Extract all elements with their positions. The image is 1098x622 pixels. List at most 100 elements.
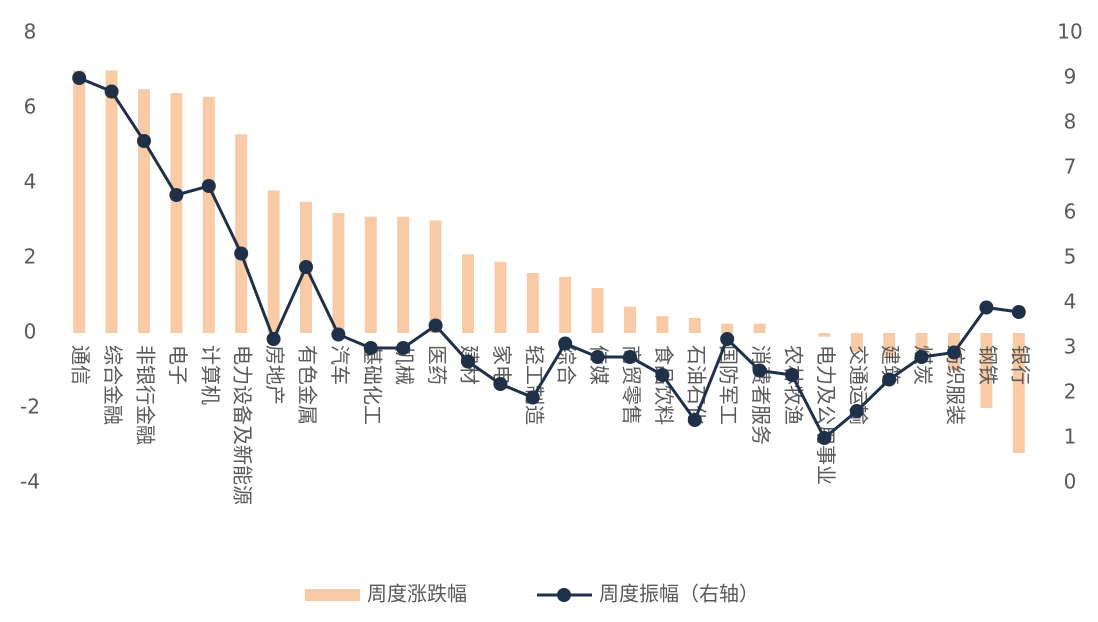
bar	[656, 316, 669, 333]
bar	[753, 323, 766, 333]
bar	[138, 89, 150, 333]
bar	[721, 323, 734, 333]
point	[655, 368, 670, 382]
bar	[202, 96, 215, 333]
line	[78, 76, 1020, 441]
point	[201, 179, 216, 193]
x-tick-label: 综合	[555, 345, 579, 385]
x-tick-label: 食品饮料	[652, 345, 676, 425]
point	[817, 431, 832, 445]
bar	[883, 333, 896, 356]
legend-swatch	[557, 588, 571, 602]
x-tick-label: 非银行金融	[134, 345, 158, 445]
bar	[1012, 333, 1025, 453]
x-tick-label: 医药	[425, 345, 449, 385]
bar	[332, 213, 345, 333]
bar	[980, 333, 993, 408]
bar	[688, 318, 701, 333]
x-tick-label: 综合金融	[101, 345, 125, 425]
y-tick-label: 8	[24, 20, 37, 44]
point	[461, 354, 475, 369]
y2-tick-label: 10	[1057, 20, 1082, 44]
bar	[170, 93, 183, 333]
bar	[267, 190, 280, 333]
y2-tick-label: 1	[1064, 425, 1077, 449]
y2-tick-label: 3	[1064, 335, 1077, 359]
point	[363, 341, 378, 355]
y-tick-label: -2	[20, 395, 40, 419]
x-tick-label: 汽车	[328, 345, 352, 385]
point	[1011, 305, 1026, 319]
point	[687, 413, 702, 427]
point	[947, 345, 961, 360]
x-tick-label: 计算机	[198, 345, 222, 405]
point	[720, 332, 735, 346]
bar	[235, 134, 248, 333]
y2-tick-label: 5	[1064, 245, 1077, 269]
point	[493, 377, 508, 391]
x-labels: 通信 综合金融 非银行金融 电子 计算机 电力设备及新能源 房地产 有色金属 汽车 基础化工 机械医…	[69, 345, 1033, 505]
x-tick-label: 有色金属	[296, 345, 320, 425]
point	[299, 260, 313, 274]
y-tick-label: 6	[24, 95, 37, 119]
point	[752, 363, 767, 378]
bar	[105, 70, 118, 333]
y2-tick-label: 0	[1064, 470, 1077, 494]
point	[137, 134, 151, 148]
point	[169, 188, 184, 202]
y-tick-label: -4	[20, 470, 40, 494]
point	[331, 327, 346, 342]
bar	[429, 220, 442, 333]
bar	[591, 288, 604, 333]
bar	[559, 276, 572, 333]
y-tick-label: 0	[24, 320, 37, 344]
x-tick-label: 电力及公用事业	[814, 345, 838, 485]
x-tick-label: 通信	[69, 345, 93, 385]
y2-tick-label: 4	[1064, 290, 1077, 314]
point	[914, 350, 929, 364]
bar	[462, 254, 474, 333]
y2-tick-label: 6	[1064, 200, 1077, 224]
point	[623, 350, 637, 364]
point	[525, 390, 540, 405]
point	[234, 246, 249, 261]
bar	[624, 306, 636, 333]
x-tick-label: 电力设备及新能源	[231, 345, 255, 505]
point	[104, 84, 119, 99]
x-tick-label: 银行	[1008, 345, 1032, 385]
point	[882, 372, 897, 387]
legend-label: 周度振幅（右轴）	[599, 582, 759, 606]
x-tick-label: 电子	[166, 345, 190, 385]
bar	[818, 333, 831, 337]
legend-label: 周度涨跌幅	[367, 582, 467, 606]
point	[428, 318, 443, 333]
x-tick-label: 钢铁	[976, 345, 1000, 385]
point	[558, 336, 573, 351]
point	[396, 341, 411, 355]
x-tick-label: 农林牧渔	[782, 345, 806, 425]
legend-swatch	[305, 589, 360, 601]
point	[849, 404, 864, 418]
y2-tick-label: 8	[1064, 110, 1077, 134]
bar	[850, 333, 863, 352]
point	[979, 300, 994, 315]
point	[266, 332, 281, 346]
y-tick-label: 2	[24, 245, 37, 269]
bar	[364, 216, 377, 333]
point	[785, 368, 799, 382]
point	[72, 71, 87, 85]
x-tick-label: 基础化工	[360, 345, 384, 425]
bar	[73, 70, 86, 333]
bar	[526, 273, 539, 333]
y2-tick-label: 7	[1064, 155, 1077, 179]
y2-tick-label: 9	[1064, 65, 1077, 89]
point	[590, 350, 605, 364]
x-tick-label: 消费者服务	[749, 345, 773, 445]
bar	[397, 216, 410, 333]
x-tick-label: 轻工制造	[522, 345, 546, 425]
bar	[494, 261, 507, 333]
x-tick-label: 房地产	[263, 345, 287, 405]
y2-tick-label: 2	[1064, 380, 1077, 404]
y-tick-label: 4	[24, 170, 37, 194]
